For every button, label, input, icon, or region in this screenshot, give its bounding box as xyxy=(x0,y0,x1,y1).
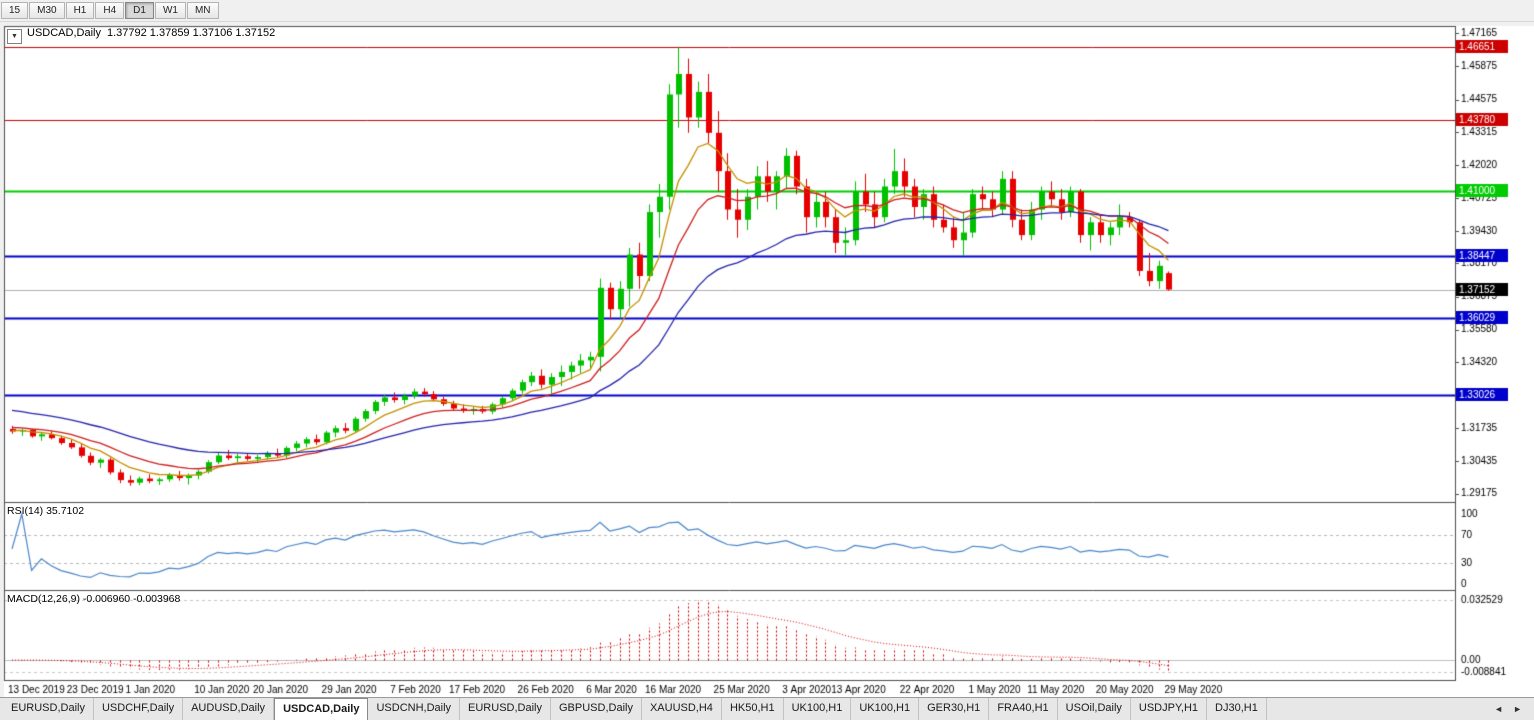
price-chart-canvas[interactable] xyxy=(0,22,1534,697)
tabs-scroll-left-icon[interactable]: ◄ xyxy=(1494,704,1504,714)
chart-tabs: EURUSD,Daily USDCHF,Daily AUDUSD,Daily USDC… xyxy=(0,698,1482,720)
timeframe-button-h4[interactable]: H4 xyxy=(95,2,125,19)
chart-tabbar: EURUSD,Daily USDCHF,Daily AUDUSD,Daily USDC… xyxy=(0,697,1534,720)
chart-tab-fra40-h1[interactable]: FRA40,H1 xyxy=(989,698,1058,720)
chart-title-ohlc: 1.37792 1.37859 1.37106 1.37152 xyxy=(106,27,276,39)
chart-tab-usdchf-daily[interactable]: USDCHF,Daily xyxy=(94,698,184,720)
timeframe-toolbar: 15 M30 H1 H4 D1 W1 MN xyxy=(0,0,1534,22)
chart-tab-audusd-daily[interactable]: AUDUSD,Daily xyxy=(183,698,275,720)
chart-title-symbol: USDCAD,Daily xyxy=(27,27,101,39)
chart-tab-usdcad-daily[interactable]: USDCAD,Daily xyxy=(274,698,369,720)
macd-indicator-label: MACD(12,26,9) -0.006960 -0.003968 xyxy=(7,593,181,605)
chart-tab-eurusd-daily[interactable]: EURUSD,Daily xyxy=(460,698,551,720)
timeframe-button-mn[interactable]: MN xyxy=(186,2,219,19)
chart-tab-usdcnh-daily[interactable]: USDCNH,Daily xyxy=(368,698,461,720)
rsi-indicator-label: RSI(14) 35.7102 xyxy=(7,505,85,517)
timeframe-button-m30[interactable]: M30 xyxy=(29,2,65,19)
timeframe-button-d1[interactable]: D1 xyxy=(125,2,154,19)
timeframe-button-w1[interactable]: W1 xyxy=(154,2,186,19)
chart-tab-gbpusd-daily[interactable]: GBPUSD,Daily xyxy=(551,698,642,720)
chart-tab-hk50-h1[interactable]: HK50,H1 xyxy=(722,698,784,720)
chart-tab-uk100-h1[interactable]: UK100,H1 xyxy=(851,698,920,720)
timeframe-button-h1[interactable]: H1 xyxy=(65,2,95,19)
chart-title: ▼ USDCAD,Daily 1.37792 1.37859 1.37106 1.3… xyxy=(7,27,275,44)
chart-tab-eurusd-daily[interactable]: EURUSD,Daily xyxy=(3,698,94,720)
timeframe-button-15[interactable]: 15 xyxy=(1,2,29,19)
chart-tab-usoil-daily[interactable]: USOil,Daily xyxy=(1058,698,1131,720)
tabs-scroll-right-icon[interactable]: ► xyxy=(1513,704,1522,714)
tab-navigation: ◄ ► xyxy=(1482,698,1534,720)
chart-tab-usdjpy-h1[interactable]: USDJPY,H1 xyxy=(1131,698,1208,720)
chart-area: ▼ USDCAD,Daily 1.37792 1.37859 1.37106 1.3… xyxy=(0,22,1534,697)
chart-tab-ger30-h1[interactable]: GER30,H1 xyxy=(919,698,990,720)
chart-tab-xauusd-h4[interactable]: XAUUSD,H4 xyxy=(642,698,722,720)
chart-tab-uk100-h1[interactable]: UK100,H1 xyxy=(784,698,852,720)
chart-tab-dj30-h1[interactable]: DJ30,H1 xyxy=(1207,698,1267,720)
symbol-dropdown-icon[interactable]: ▼ xyxy=(7,29,22,44)
